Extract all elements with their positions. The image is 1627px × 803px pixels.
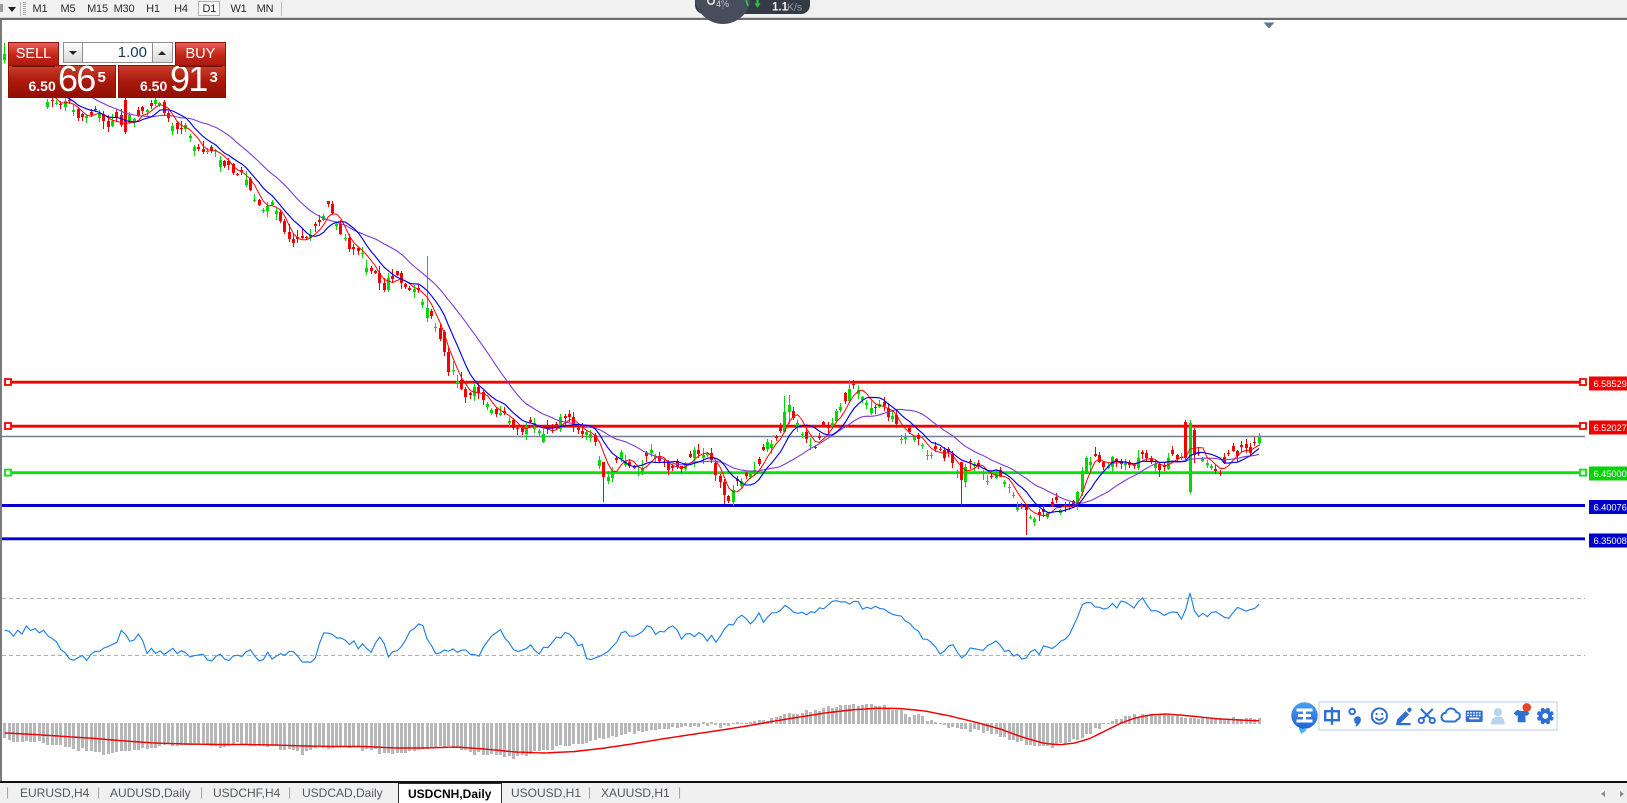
svg-text:6.45000: 6.45000: [1594, 468, 1627, 479]
svg-text:1.1: 1.1: [772, 2, 789, 14]
svg-text:6.40076: 6.40076: [1594, 502, 1627, 513]
svg-text:6.35008: 6.35008: [1594, 535, 1627, 546]
svg-text:6.52027: 6.52027: [1594, 422, 1627, 433]
svg-text:6.58529: 6.58529: [1594, 378, 1627, 389]
svg-text:K/s: K/s: [787, 2, 802, 14]
